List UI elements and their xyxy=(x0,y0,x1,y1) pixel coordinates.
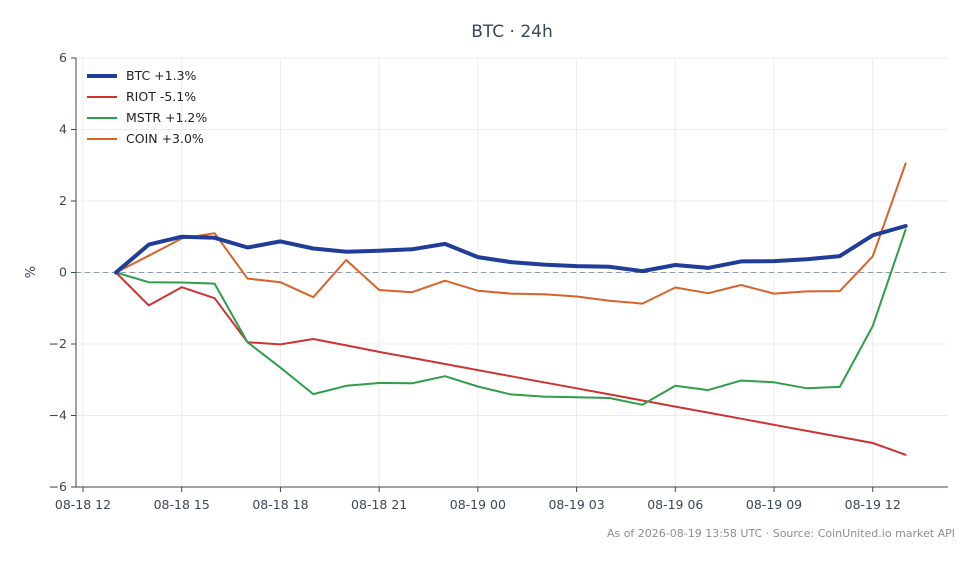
x-tick-label-8: 08-19 12 xyxy=(845,497,901,512)
y-tick-label-0: −6 xyxy=(49,479,67,494)
series-line-3 xyxy=(114,162,907,305)
legend-label-2: MSTR +1.2% xyxy=(126,110,207,125)
x-tick-label-6: 08-19 06 xyxy=(647,497,703,512)
y-tick-label-1: −4 xyxy=(49,408,67,423)
axes xyxy=(71,57,948,492)
y-tick-label-2: −2 xyxy=(49,336,67,351)
series-line-0 xyxy=(113,224,908,275)
series-line-2 xyxy=(114,228,907,406)
legend-label-1: RIOT -5.1% xyxy=(126,89,196,104)
series-line-1 xyxy=(114,271,907,456)
legend-label-0: BTC +1.3% xyxy=(126,68,197,83)
x-tick-label-5: 08-19 03 xyxy=(548,497,604,512)
y-tick-label-6: 6 xyxy=(59,50,67,65)
x-tick-label-3: 08-18 21 xyxy=(351,497,407,512)
footer-source: As of 2026-08-19 13:58 UTC · Source: Coi… xyxy=(607,527,955,540)
y-tick-label-3: 0 xyxy=(59,265,67,280)
x-tick-label-1: 08-18 15 xyxy=(154,497,210,512)
chart-title: BTC · 24h xyxy=(471,22,553,42)
series-layer xyxy=(113,162,908,456)
legend: BTC +1.3% RIOT -5.1% MSTR +1.2% COIN +3.0% xyxy=(87,68,207,146)
y-tick-labels: −6 −4 −2 0 2 4 6 xyxy=(49,50,67,494)
x-tick-labels: 08-18 12 08-18 15 08-18 18 08-18 21 08-19 00… xyxy=(55,497,901,512)
legend-label-3: COIN +3.0% xyxy=(126,131,204,146)
x-tick-label-4: 08-19 00 xyxy=(450,497,506,512)
grid xyxy=(76,57,948,488)
x-tick-label-0: 08-18 12 xyxy=(55,497,111,512)
x-tick-label-7: 08-19 09 xyxy=(746,497,802,512)
y-tick-label-4: 2 xyxy=(59,193,67,208)
y-tick-label-5: 4 xyxy=(59,122,67,137)
x-tick-label-2: 08-18 18 xyxy=(252,497,308,512)
y-axis-label: % xyxy=(24,266,39,278)
